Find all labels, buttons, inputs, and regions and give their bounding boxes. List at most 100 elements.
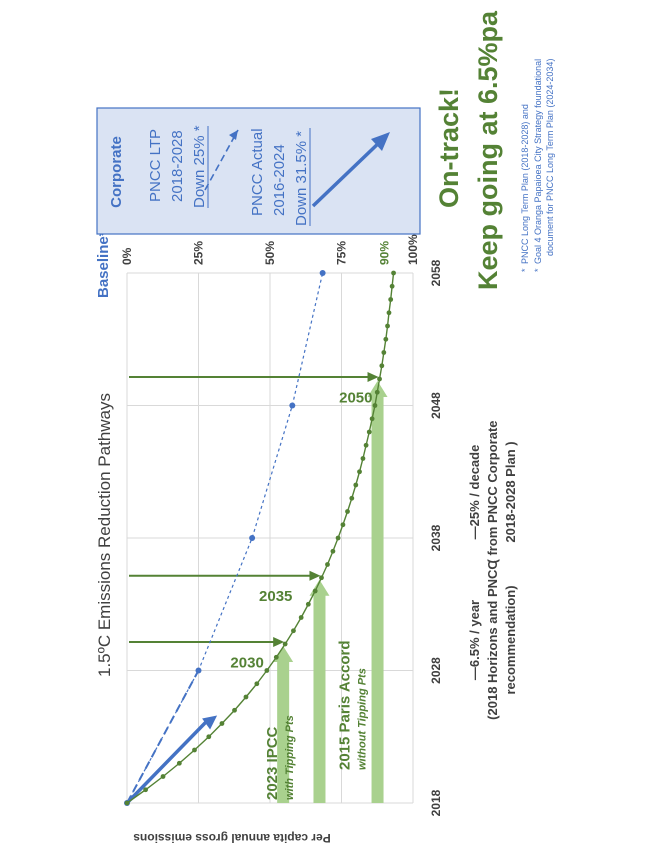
- legend-blue-line2: ( from PNCC Corporate: [485, 420, 500, 563]
- bar-label-paris: 2015 Paris Accord: [337, 640, 354, 770]
- ltp-arrowhead: [229, 130, 238, 140]
- blue-point-2058: [319, 270, 326, 276]
- green-point-2032: [298, 615, 304, 620]
- target-label-2035: 2035: [259, 588, 292, 605]
- corporate-box-title: Corporate: [108, 136, 125, 208]
- green-point-2048: [372, 403, 378, 408]
- green-point-2043: [357, 469, 362, 475]
- green-point-2028: [264, 668, 270, 673]
- green-point-2024: [219, 721, 225, 726]
- target-arrowhead-2050: [367, 372, 379, 382]
- target-bar-2035: [313, 593, 326, 803]
- baseline-label: Baseline*: [95, 230, 112, 298]
- actual-line2: 2016-2024: [271, 144, 288, 216]
- x-tick-2028: 2028: [429, 657, 443, 684]
- green-point-2050: [377, 376, 382, 382]
- actual-line3: Down 31.5% *: [293, 131, 310, 226]
- footnote-2: Goal 4 Oranga Papaioea City Strategy fou…: [533, 59, 543, 264]
- legend-green-line3: recommendation): [503, 585, 518, 694]
- label-90pct: 90%: [377, 241, 391, 265]
- legend: —6.5% / year (2018 Horizons and PNCC rec…: [467, 420, 518, 719]
- green-point-2041: [349, 495, 355, 501]
- green-point-2031: [291, 628, 296, 634]
- axis-ticks: 0% 25% 50% 75% 100% 2018 2028 2038 2048 2058 90%: [120, 234, 443, 816]
- green-point-2049: [374, 389, 380, 395]
- green-point-2035: [319, 575, 324, 581]
- green-point-2039: [340, 522, 346, 528]
- green-point-2027: [254, 681, 260, 687]
- green-point-2022: [192, 747, 197, 753]
- gridlines: [126, 272, 414, 804]
- target-label-2050: 2050: [339, 389, 372, 406]
- actual-progress-arrowhead: [202, 715, 218, 730]
- actual-arrow: [311, 136, 386, 208]
- green-point-2037: [330, 548, 336, 554]
- footnote-star-1: *: [520, 268, 530, 272]
- y-tick-100: 100%: [406, 234, 420, 265]
- ltp-line3: Down 25% *: [191, 125, 208, 208]
- target-label-2030: 2030: [230, 654, 263, 671]
- green-point-2019: [143, 787, 148, 793]
- green-point-2020: [160, 774, 166, 779]
- y-tick-25: 25%: [192, 241, 206, 265]
- x-tick-2048: 2048: [429, 392, 443, 419]
- target-arrows: [129, 372, 379, 647]
- green-point-2053: [383, 336, 389, 342]
- bar-sub-paris: without Tipping Pts: [357, 668, 369, 770]
- footnote-star-2: *: [533, 268, 543, 272]
- green-point-2018: [124, 800, 130, 806]
- actual-arrowhead: [371, 132, 390, 151]
- blue-point-2028: [195, 667, 202, 674]
- green-point-2046: [366, 429, 372, 435]
- target-arrowhead-2030: [273, 637, 285, 647]
- bar-label-ipcc: 2023 IPCC: [264, 726, 281, 800]
- legend-blue-line1: —25% / decade: [467, 445, 482, 540]
- green-point-2045: [363, 442, 369, 448]
- green-point-2029: [273, 654, 279, 660]
- footnote-1: PNCC Long Term Plan (2018-2028) and: [520, 104, 530, 264]
- on-track-heading: On-track!: [434, 88, 464, 208]
- y-tick-75: 75%: [335, 241, 349, 265]
- x-tick-2038: 2038: [429, 524, 443, 551]
- x-tick-2058: 2058: [429, 259, 443, 286]
- blue-point-2048: [289, 402, 296, 409]
- green-point-2036: [325, 562, 330, 567]
- ltp-line2: 2018-2028: [169, 130, 186, 202]
- green-point-2033: [305, 601, 311, 607]
- green-point-2052: [381, 350, 387, 355]
- green-point-2047: [369, 416, 375, 422]
- corporate-box: Corporate PNCC LTP 2018-2028 Down 25% * …: [96, 107, 421, 235]
- corporate-box-frame: [96, 107, 421, 235]
- green-point-2057: [389, 283, 395, 289]
- green-point-2026: [243, 694, 249, 700]
- green-point-2025: [232, 707, 237, 713]
- chart-title: 1.5ºC Emissions Reduction Pathways: [95, 393, 114, 677]
- target-arrowhead-2035: [309, 570, 321, 581]
- actual-line1: PNCC Actual: [249, 128, 266, 216]
- green-point-2058: [391, 270, 396, 276]
- green-point-2021: [176, 760, 182, 766]
- green-point-2040: [345, 509, 350, 514]
- green-point-2038: [335, 535, 341, 541]
- green-point-2023: [206, 734, 212, 740]
- y-tick-0: 0%: [120, 247, 134, 265]
- green-point-2034: [312, 588, 318, 594]
- keep-going-heading: Keep going at 6.5%pa: [473, 10, 503, 290]
- footnotes: PNCC Long Term Plan (2018-2028) and Goal…: [520, 59, 555, 272]
- legend-green-line2: (2018 Horizons and PNCC: [485, 560, 500, 720]
- y-tick-50: 50%: [263, 241, 277, 265]
- x-tick-2018: 2018: [429, 789, 443, 816]
- green-point-2044: [360, 456, 366, 461]
- green-point-2051: [379, 363, 385, 369]
- annotations: 2023 IPCC with Tipping Pts 2015 Paris Acco…: [230, 389, 372, 800]
- series-lines: [124, 270, 396, 806]
- legend-green-line1: —6.5% / year: [467, 600, 482, 680]
- green-point-2055: [386, 310, 392, 316]
- green-point-2030: [282, 641, 288, 647]
- ltp-dashed-arrow: [204, 129, 239, 191]
- green-point-2056: [388, 297, 394, 302]
- ltp-line1: PNCC LTP: [147, 129, 164, 202]
- legend-blue-line3: 2018-2028 Plan ): [503, 441, 518, 542]
- target-bar-2030: [277, 660, 290, 803]
